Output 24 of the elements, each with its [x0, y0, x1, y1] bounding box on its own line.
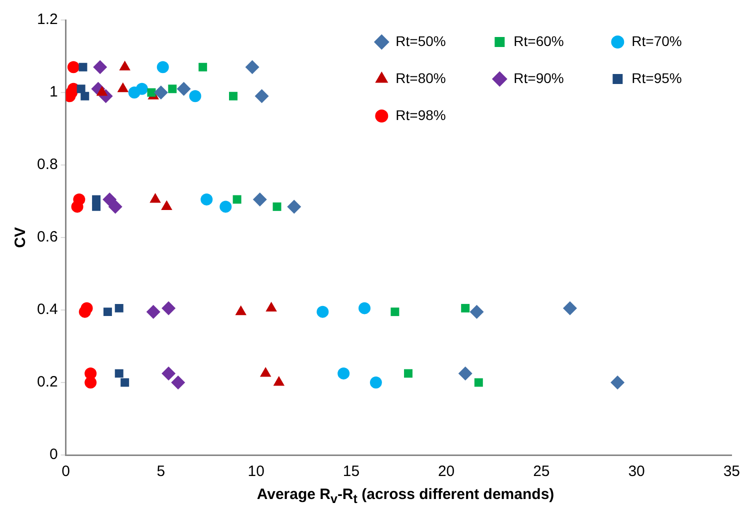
x-tick-label: 15 [342, 463, 360, 480]
legend-label: Rt=95% [632, 70, 682, 86]
x-axis-title: Average R$_{v}$-R$_{t}$ (across different demands) [256, 486, 556, 506]
y-tick-label: 0.2 [36, 374, 58, 391]
y-axis-title: CV [12, 227, 30, 248]
legend-label: Rt=90% [514, 70, 564, 86]
y-tick-label: 0.6 [36, 228, 58, 246]
y-tick-label: 1 [50, 84, 58, 101]
legend-label: Rt=80% [396, 70, 446, 86]
legend-label: Rt=70% [632, 32, 682, 49]
x-tick-label: 25 [533, 463, 550, 480]
x-tick-label: 5 [156, 463, 166, 480]
y-tick-label: 0.8 [36, 156, 58, 174]
legend-label: Rt=50% [396, 32, 446, 49]
legend-label: Rt=60% [514, 32, 564, 49]
x-tick-label: 10 [248, 463, 264, 480]
y-tick-label: 0.4 [36, 301, 58, 318]
x-tick-label: 30 [628, 463, 645, 480]
x-tick-label: 0 [62, 463, 70, 480]
y-tick-label: 1.2 [36, 11, 58, 28]
legend-label: Rt=98% [396, 106, 446, 123]
x-tick-label: 20 [438, 463, 455, 480]
x-tick-label: 35 [723, 463, 740, 480]
y-tick-label: 0 [50, 446, 58, 464]
